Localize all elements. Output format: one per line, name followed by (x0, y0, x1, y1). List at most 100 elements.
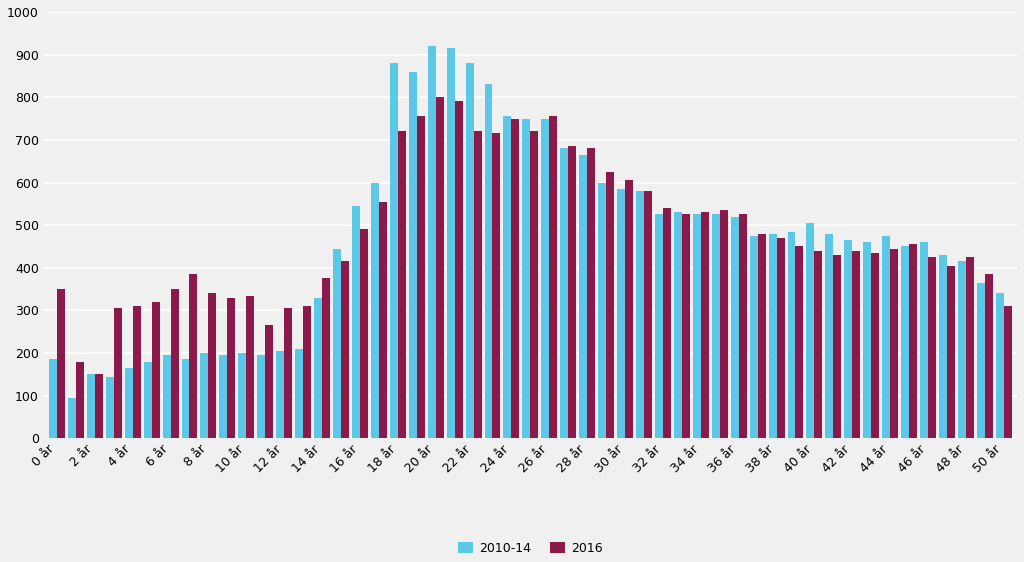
Bar (625, 180, 633, 438)
Bar (455, 102, 463, 438)
Bar (522, 119, 530, 438)
Bar (977, 283, 985, 438)
Bar (209, 293, 216, 438)
Bar (682, 215, 690, 438)
Bar (323, 278, 330, 438)
Bar (542, 119, 549, 438)
Bar (390, 63, 397, 438)
Bar (883, 236, 890, 438)
Bar (417, 116, 425, 438)
Bar (435, 97, 443, 438)
Bar (871, 253, 880, 438)
Bar (814, 251, 822, 438)
Bar (996, 293, 1004, 438)
Bar (397, 132, 406, 438)
Bar (285, 309, 292, 438)
Bar (530, 132, 539, 438)
Bar (49, 360, 57, 438)
Bar (219, 355, 227, 438)
Bar (314, 298, 323, 438)
Bar (776, 238, 784, 438)
Bar (125, 368, 133, 438)
Bar (731, 216, 738, 438)
Bar (257, 355, 265, 438)
Bar (796, 247, 804, 438)
Bar (787, 232, 796, 438)
Bar (807, 223, 814, 438)
Bar (580, 155, 587, 438)
Bar (720, 210, 728, 438)
Bar (928, 257, 936, 438)
Bar (769, 234, 776, 438)
Bar (493, 133, 501, 438)
Bar (587, 148, 595, 438)
Bar (446, 48, 455, 438)
Bar (693, 215, 700, 438)
Bar (201, 353, 209, 438)
Bar (700, 212, 709, 438)
Bar (68, 398, 76, 438)
Bar (409, 71, 417, 438)
Bar (163, 355, 171, 438)
Bar (484, 84, 493, 438)
Bar (247, 296, 254, 438)
Bar (57, 289, 65, 438)
Bar (644, 191, 652, 438)
Bar (863, 242, 871, 438)
Bar (617, 189, 625, 438)
Bar (939, 255, 947, 438)
Bar (901, 247, 909, 438)
Bar (504, 116, 511, 438)
Bar (87, 374, 95, 438)
Bar (511, 119, 519, 438)
Bar (738, 215, 746, 438)
Bar (95, 374, 102, 438)
Bar (227, 298, 236, 438)
Bar (890, 248, 898, 438)
Bar (568, 146, 577, 438)
Bar (333, 248, 341, 438)
Bar (359, 229, 368, 438)
Bar (663, 208, 671, 438)
Bar (276, 351, 285, 438)
Bar (171, 289, 178, 438)
Bar (152, 302, 160, 438)
Bar (239, 353, 247, 438)
Bar (105, 377, 114, 438)
Bar (750, 236, 758, 438)
Bar (303, 306, 311, 438)
Bar (921, 242, 928, 438)
Bar (143, 361, 152, 438)
Bar (473, 132, 481, 438)
Bar (265, 325, 273, 438)
Bar (598, 183, 606, 438)
Bar (466, 63, 473, 438)
Bar (758, 234, 766, 438)
Bar (947, 266, 955, 438)
Bar (958, 261, 966, 438)
Bar (985, 274, 993, 438)
Bar (549, 116, 557, 438)
Bar (636, 191, 644, 438)
Bar (133, 306, 140, 438)
Bar (966, 257, 974, 438)
Bar (825, 234, 834, 438)
Bar (834, 255, 842, 438)
Bar (1004, 306, 1012, 438)
Bar (845, 240, 852, 438)
Bar (181, 360, 189, 438)
Bar (852, 251, 860, 438)
Bar (352, 206, 359, 438)
Bar (114, 309, 122, 438)
Bar (76, 361, 84, 438)
Bar (560, 148, 568, 438)
Bar (341, 261, 349, 438)
Bar (712, 215, 720, 438)
Bar (379, 202, 387, 438)
Bar (295, 349, 303, 438)
Bar (189, 274, 198, 438)
Bar (428, 46, 435, 438)
Bar (909, 244, 918, 438)
Bar (371, 183, 379, 438)
Legend: 2010-14, 2016: 2010-14, 2016 (453, 537, 608, 560)
